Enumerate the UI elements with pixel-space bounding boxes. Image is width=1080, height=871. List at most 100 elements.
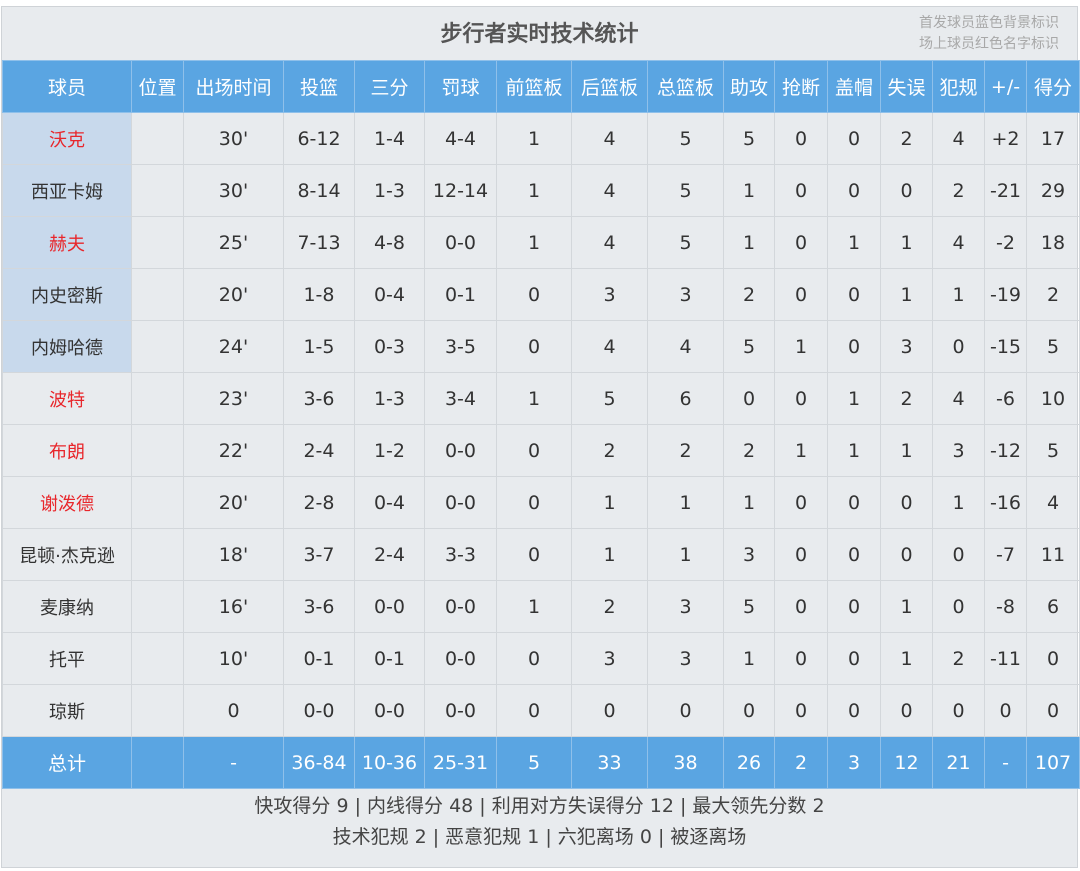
player-row: 波特 23' 3-6 1-3 3-4 1 5 6 0 0 1 2 4 -6 10 — [2, 372, 1080, 425]
stat-cell: 1-2 — [354, 424, 425, 477]
stat-cell: 1 — [571, 528, 648, 581]
player-name: 沃克 — [2, 112, 132, 165]
stat-cell: 4 — [571, 216, 648, 269]
stat-cell: 2 — [723, 424, 775, 477]
stat-cell: 12-14 — [424, 164, 497, 217]
player-row: 内史密斯 20' 1-8 0-4 0-1 0 3 3 2 0 0 1 1 -19 2 — [2, 268, 1080, 321]
player-name: 昆顿·杰克逊 — [2, 528, 132, 581]
stat-cell: 1 — [496, 164, 572, 217]
stat-cell: -7 — [984, 528, 1027, 581]
stat-cell: 1 — [880, 216, 933, 269]
stat-cell: 24' — [183, 320, 284, 373]
stat-cell: 3-7 — [283, 528, 355, 581]
stat-cell: 0-4 — [354, 268, 425, 321]
stat-cell: 1 — [496, 216, 572, 269]
total-cell: 33 — [571, 736, 648, 789]
stat-cell: 0-0 — [283, 684, 355, 737]
stat-cell: 0 — [932, 580, 985, 633]
stat-cell: 1 — [723, 476, 775, 529]
stat-cell: 30' — [183, 164, 284, 217]
stat-cell: 22' — [183, 424, 284, 477]
stat-cell — [131, 320, 184, 373]
total-cell: 107 — [1026, 736, 1080, 789]
stat-cell — [131, 112, 184, 165]
stat-cell: 0 — [932, 320, 985, 373]
stat-cell: 0 — [774, 476, 828, 529]
player-name: 麦康纳 — [2, 580, 132, 633]
stat-cell: 0 — [496, 632, 572, 685]
stat-cell: 0 — [827, 580, 881, 633]
stat-cell: 0 — [1026, 684, 1080, 737]
player-row: 琼斯 0 0-0 0-0 0-0 0 0 0 0 0 0 0 0 0 0 — [2, 684, 1080, 737]
stat-cell: 0 — [496, 424, 572, 477]
stat-cell: 5 — [723, 580, 775, 633]
header-row: 球员 位置 出场时间 投篮 三分 罚球 前篮板 后篮板 总篮板 助攻 抢断 盖帽 失误 犯规 +/- 得分 — [2, 60, 1080, 113]
stat-cell: 1-4 — [354, 112, 425, 165]
stat-cell: -21 — [984, 164, 1027, 217]
stat-cell: 2-4 — [354, 528, 425, 581]
stat-cell: 3 — [647, 632, 724, 685]
stat-cell: 0 — [496, 528, 572, 581]
total-cell: 10-36 — [354, 736, 425, 789]
stat-cell: 1 — [827, 372, 881, 425]
stat-cell: 1-8 — [283, 268, 355, 321]
total-label: 总计 — [2, 736, 132, 789]
stat-cell: 1 — [496, 372, 572, 425]
total-row: 总计 -36-84 10-36 25-31 5 33 38 26 2 3 12 21-107 — [2, 736, 1080, 789]
stat-cell: 0 — [723, 372, 775, 425]
legend-starter: 首发球员蓝色背景标识 — [919, 15, 1059, 31]
stat-cell: 18 — [1026, 216, 1080, 269]
stat-cell: 30' — [183, 112, 284, 165]
stat-cell — [131, 216, 184, 269]
stat-cell: 6-12 — [283, 112, 355, 165]
stat-cell: 2 — [571, 580, 648, 633]
stat-cell: 2 — [571, 424, 648, 477]
stat-cell: 2 — [880, 112, 933, 165]
stat-cell: -12 — [984, 424, 1027, 477]
legend-on-court: 场上球员红色名字标识 — [919, 36, 1059, 52]
stat-cell: 1 — [827, 216, 881, 269]
stat-cell: 3 — [647, 268, 724, 321]
stat-cell: 5 — [723, 112, 775, 165]
column-header: 助攻 — [723, 60, 775, 113]
column-header: 出场时间 — [183, 60, 284, 113]
stat-cell: +2 — [984, 112, 1027, 165]
stat-cell: 0 — [774, 580, 828, 633]
column-header: 得分 — [1026, 60, 1080, 113]
stat-cell: 3 — [723, 528, 775, 581]
stat-cell: 0 — [723, 684, 775, 737]
stat-cell: 3 — [571, 632, 648, 685]
stat-cell: 1 — [880, 580, 933, 633]
stat-cell: 5 — [571, 372, 648, 425]
stat-cell: 1 — [880, 268, 933, 321]
summary-line-1: 快攻得分 9 | 内线得分 48 | 利用对方失误得分 12 | 最大领先分数 … — [254, 795, 825, 817]
stat-cell: 0 — [496, 684, 572, 737]
stat-cell: 0-3 — [354, 320, 425, 373]
player-row: 赫夫 25' 7-13 4-8 0-0 1 4 5 1 0 1 1 4 -2 18 — [2, 216, 1080, 269]
stat-cell: 2 — [932, 164, 985, 217]
stat-cell: 7-13 — [283, 216, 355, 269]
stat-cell: 0 — [880, 476, 933, 529]
stat-cell: 4-8 — [354, 216, 425, 269]
stat-cell: 2 — [723, 268, 775, 321]
stat-cell: 1 — [774, 320, 828, 373]
stat-cell: 0 — [496, 476, 572, 529]
stat-cell — [131, 164, 184, 217]
stat-cell: -8 — [984, 580, 1027, 633]
stat-cell: 0-0 — [424, 476, 497, 529]
stat-cell: 2 — [1026, 268, 1080, 321]
stat-cell: 11 — [1026, 528, 1080, 581]
stats-table: 球员 位置 出场时间 投篮 三分 罚球 前篮板 后篮板 总篮板 助攻 抢断 盖帽 失误 犯规 +/- 得分 沃… — [2, 60, 1080, 789]
stat-cell: 0 — [827, 528, 881, 581]
player-name: 波特 — [2, 372, 132, 425]
stat-cell: 0-1 — [424, 268, 497, 321]
stat-cell: 0 — [932, 528, 985, 581]
stat-cell: 1 — [880, 424, 933, 477]
stat-cell: 4 — [571, 112, 648, 165]
stat-cell: 5 — [723, 320, 775, 373]
stat-cell: 23' — [183, 372, 284, 425]
stat-cell — [131, 476, 184, 529]
stat-cell: 1 — [496, 112, 572, 165]
stat-cell: 5 — [1026, 424, 1080, 477]
stat-cell: 4 — [932, 372, 985, 425]
